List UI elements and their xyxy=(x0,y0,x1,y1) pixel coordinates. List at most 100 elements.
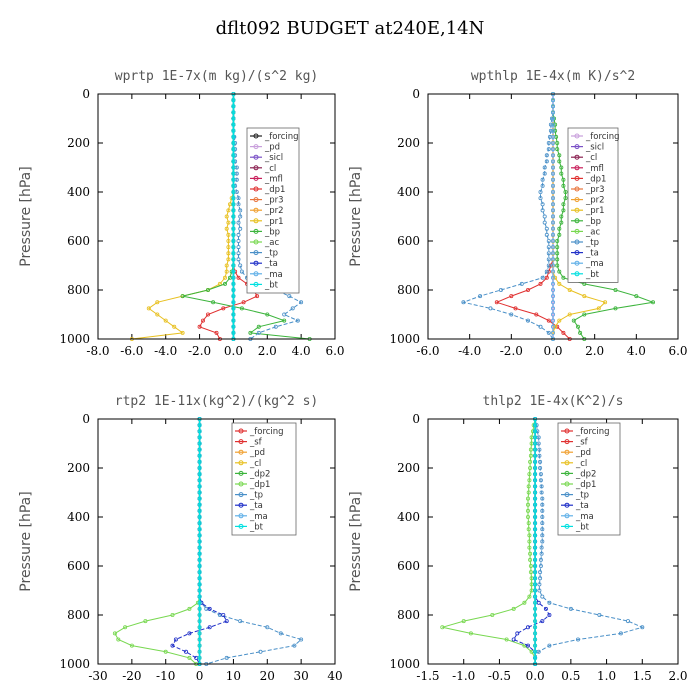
data-point-bt xyxy=(231,159,236,164)
data-point-dp1 xyxy=(534,312,539,317)
y-tick-label: 600 xyxy=(397,559,420,573)
data-point-bt xyxy=(533,637,538,642)
x-tick-label: 4.0 xyxy=(627,344,646,358)
legend-marker xyxy=(564,449,570,455)
legend-marker xyxy=(253,133,259,139)
data-point-tp xyxy=(539,545,544,550)
data-point-ma xyxy=(551,104,556,109)
data-point-ma xyxy=(551,128,556,133)
legend-marker xyxy=(574,144,580,150)
data-point-dp1 xyxy=(528,557,533,562)
data-point-bp xyxy=(211,300,216,305)
data-point-tp xyxy=(544,153,549,158)
plot-frame xyxy=(97,418,336,665)
data-point-bt xyxy=(533,545,538,550)
data-point-dp1 xyxy=(116,637,121,642)
data-point-ma xyxy=(551,98,556,103)
data-point-tp xyxy=(295,318,300,323)
legend-entry: _tp xyxy=(585,238,599,248)
x-tick-label: -30 xyxy=(88,669,107,683)
legend-marker xyxy=(574,260,580,266)
data-point-bt xyxy=(533,551,538,556)
data-point-bt xyxy=(197,441,202,446)
data-point-bp xyxy=(265,312,270,317)
legend-entry: _dp1 xyxy=(249,480,270,490)
legend-entry: _bt xyxy=(264,280,279,290)
x-tick-label: 2.0 xyxy=(668,669,687,683)
series-line-tp xyxy=(232,94,303,340)
x-tick-label: 6.0 xyxy=(668,344,687,358)
data-point-bt xyxy=(197,472,202,477)
data-point-dp1 xyxy=(526,527,531,532)
legend-marker xyxy=(564,502,570,508)
legend-entry: _dp1 xyxy=(585,174,606,184)
legend-marker xyxy=(253,144,259,150)
data-point-tp xyxy=(538,465,543,470)
data-point-tp xyxy=(526,318,531,323)
data-point-bt xyxy=(533,594,538,599)
data-point-tp xyxy=(546,140,551,145)
data-point-bt xyxy=(231,306,236,311)
data-point-bt xyxy=(533,655,538,660)
legend-marker xyxy=(253,207,259,213)
data-point-tp xyxy=(538,478,543,483)
x-tick-label: -0.5 xyxy=(488,669,511,683)
data-point-dp1 xyxy=(221,306,226,311)
data-point-tp xyxy=(537,447,542,452)
data-point-dp1 xyxy=(526,490,531,495)
data-point-ma xyxy=(551,208,556,213)
panel-title: rtp2 1E-11x(kg^2)/(kg^2 s) xyxy=(115,394,319,409)
legend-entry: _bp xyxy=(264,227,280,237)
legend-entry: _sf xyxy=(249,438,263,448)
x-tick-label: -10 xyxy=(156,669,175,683)
data-point-pr1 xyxy=(567,287,572,292)
data-point-tp xyxy=(299,637,304,642)
data-point-tp xyxy=(538,576,543,581)
data-point-bt xyxy=(533,521,538,526)
legend-marker xyxy=(238,460,244,466)
data-point-tp xyxy=(236,238,241,243)
data-point-bt xyxy=(231,165,236,170)
data-point-dp1 xyxy=(255,294,260,299)
legend-entry: _pr2 xyxy=(264,206,284,216)
data-point-bp xyxy=(180,294,185,299)
y-tick-label: 200 xyxy=(67,461,90,475)
data-point-ta xyxy=(207,606,212,611)
data-point-ma xyxy=(551,177,556,182)
data-point-bt xyxy=(197,551,202,556)
data-point-pr1 xyxy=(226,208,231,213)
data-point-bt xyxy=(533,649,538,654)
data-point-bt xyxy=(533,453,538,458)
data-point-dp1 xyxy=(538,281,543,286)
data-point-dp1 xyxy=(526,508,531,513)
data-point-bp xyxy=(578,330,583,335)
y-tick-label: 400 xyxy=(67,185,90,199)
data-point-ma xyxy=(551,238,556,243)
data-point-bt xyxy=(533,496,538,501)
x-tick-label: -6.0 xyxy=(120,344,143,358)
legend-entry: _cl xyxy=(249,459,261,469)
data-point-bt xyxy=(533,600,538,605)
x-tick-label: 0 xyxy=(196,669,204,683)
data-point-ta xyxy=(194,655,199,660)
legend-entry: _ma xyxy=(264,270,283,280)
data-point-bt xyxy=(197,521,202,526)
x-tick-label: 1.5 xyxy=(633,669,652,683)
legend-entry: _pr3 xyxy=(264,196,284,206)
series-line-bp xyxy=(552,94,655,340)
data-point-tp xyxy=(258,649,263,654)
legend-marker xyxy=(253,271,259,277)
data-point-bt xyxy=(231,98,236,103)
data-point-bt xyxy=(197,582,202,587)
data-point-dp1 xyxy=(528,564,533,569)
legend-entry: _dp2 xyxy=(249,469,270,479)
data-point-tp xyxy=(540,539,545,544)
data-point-dp1 xyxy=(511,606,516,611)
data-point-tp xyxy=(542,171,547,176)
data-point-ma xyxy=(551,220,556,225)
data-point-tp xyxy=(540,594,545,599)
data-point-bt xyxy=(231,140,236,145)
legend-entry: _pr2 xyxy=(585,196,605,206)
data-point-tp xyxy=(544,269,549,274)
data-point-tp xyxy=(540,496,545,501)
